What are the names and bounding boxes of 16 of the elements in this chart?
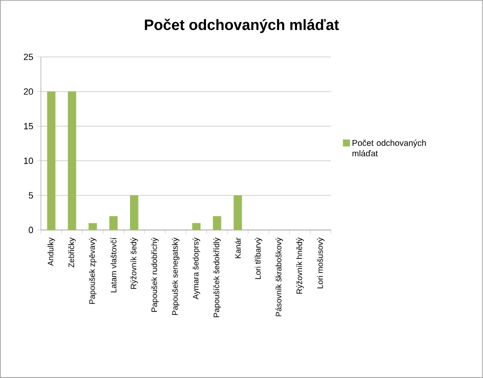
y-tick-label: 5: [28, 192, 34, 199]
bar: [68, 92, 76, 230]
y-tick-label: 20: [24, 88, 34, 95]
bar: [88, 223, 97, 230]
bar: [130, 195, 138, 230]
y-tick-label: 15: [24, 123, 34, 130]
bar: [212, 216, 222, 230]
y-tick-label: 25: [24, 54, 34, 60]
bar: [192, 223, 200, 230]
bar: [234, 195, 242, 230]
bar: [109, 216, 118, 230]
bar: [47, 92, 56, 230]
y-tick-label: 0: [28, 226, 34, 234]
chart-title: Počet odchovaných mláďat: [144, 18, 339, 34]
y-tick-label: 10: [24, 158, 34, 164]
legend-label: Počet odchovaných mláďat: [352, 140, 426, 156]
